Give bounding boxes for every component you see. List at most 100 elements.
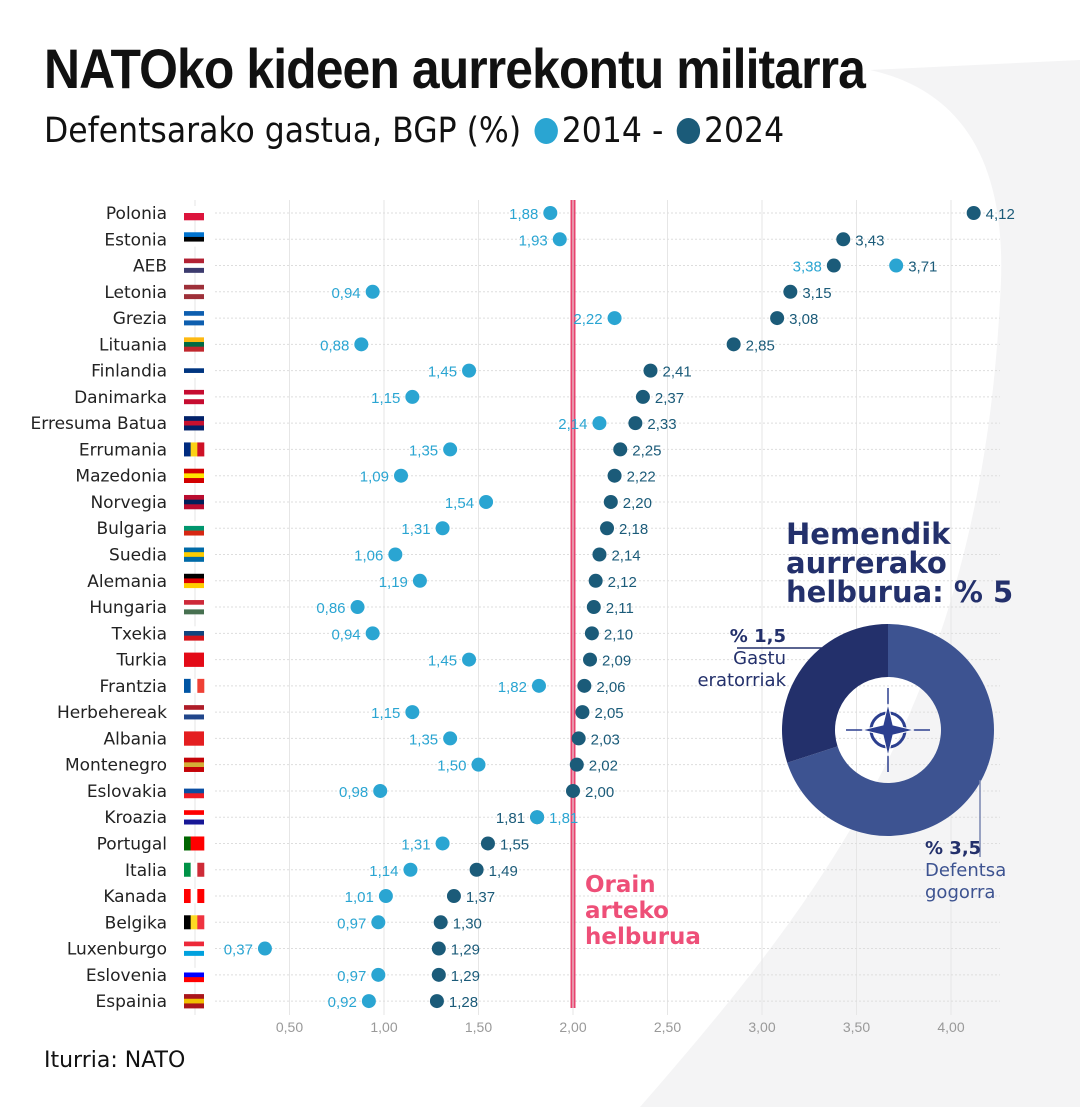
country-label: Finlandia — [91, 362, 167, 382]
flag-icon — [184, 810, 204, 816]
value-label-right: 3,15 — [802, 285, 831, 302]
goal-title-line: Hemendik — [786, 517, 951, 551]
flag-icon — [184, 311, 204, 317]
flag-icon — [184, 394, 204, 400]
dot-2014 — [530, 810, 545, 825]
flag-icon — [184, 521, 204, 527]
dot-2014 — [479, 494, 494, 509]
flag-icon — [197, 836, 205, 851]
nato-icon-star — [861, 703, 915, 757]
country-label: Hungaria — [89, 598, 167, 618]
flag-icon — [184, 714, 204, 720]
dot-2024 — [628, 416, 643, 431]
flag-icon — [184, 783, 204, 789]
value-label-right: 3,08 — [789, 311, 818, 328]
goal-title-line: helburua: % 5 — [786, 575, 1014, 609]
dot-2024 — [826, 258, 841, 273]
flag-icon — [197, 442, 205, 457]
dot-2014 — [354, 337, 369, 352]
country-label: Letonia — [104, 283, 167, 303]
value-label-right: 1,29 — [451, 942, 480, 959]
dot-2024 — [588, 573, 603, 588]
dot-2014 — [531, 678, 546, 693]
value-label-right: 1,37 — [466, 889, 495, 906]
slice-label-line: Gastu — [733, 648, 786, 669]
x-tick-label: 1,50 — [465, 1019, 492, 1035]
dot-2024 — [592, 547, 607, 562]
subtitle: Defentsarako gastua, BGP (%) 2014 - 2024 — [44, 110, 784, 152]
flag-icon — [190, 862, 198, 877]
country-label: Italia — [125, 861, 167, 881]
legend-2014-dot-icon — [534, 118, 559, 144]
flag-icon — [184, 583, 204, 589]
flag-icon — [184, 630, 204, 636]
flag-icon — [184, 972, 204, 978]
flag-icon — [184, 862, 191, 877]
flag-icon — [184, 998, 204, 1004]
dot-2014 — [462, 652, 477, 667]
flag-icon — [184, 504, 204, 510]
flag-icon — [184, 473, 204, 479]
country-label: Suedia — [109, 546, 167, 566]
donut-slice-hard-defense — [787, 624, 994, 836]
flag-icon — [184, 604, 204, 610]
flag-icon — [184, 950, 204, 956]
x-tick-label: 0,50 — [276, 1019, 303, 1035]
value-label-left: 1,09 — [360, 469, 389, 486]
legend-2014: 2014 — [561, 111, 642, 151]
dot-2024 — [433, 915, 448, 930]
flag-icon — [184, 977, 204, 983]
dot-2024 — [571, 731, 586, 746]
value-label-right: 1,30 — [453, 915, 482, 932]
slice-label-line: eratorriak — [697, 670, 786, 691]
dot-2024 — [431, 941, 446, 956]
target-label-line: helburua — [585, 924, 701, 950]
flag-icon — [190, 889, 198, 904]
flag-icon — [184, 967, 204, 973]
subtitle-text: Defentsarako gastua, BGP (%) — [44, 111, 522, 151]
flag-icon — [184, 425, 204, 431]
country-label: Portugal — [97, 834, 167, 854]
country-label: Norvegia — [90, 493, 167, 513]
flag-icon — [184, 757, 204, 763]
value-label-left: 1,54 — [445, 495, 474, 512]
value-label-right: 2,09 — [602, 653, 631, 670]
flag-icon — [184, 289, 204, 295]
goal-title-line: aurrerako — [786, 546, 947, 580]
country-label: Danimarka — [74, 388, 167, 408]
country-label: Grezia — [113, 309, 167, 329]
slice-pct: % 3,5 — [925, 838, 982, 859]
value-label-right: 2,00 — [585, 784, 614, 801]
value-label-left: 1,45 — [428, 653, 457, 670]
value-label-right: 1,28 — [449, 994, 478, 1011]
country-label: Eslovenia — [86, 966, 167, 986]
value-label-right: 2,14 — [611, 548, 640, 565]
flag-icon — [184, 609, 204, 615]
value-label-left: 1,14 — [369, 863, 398, 880]
value-label-left: 0,98 — [339, 784, 368, 801]
value-label-right: 2,20 — [623, 495, 652, 512]
flag-icon — [197, 678, 205, 693]
x-tick-label: 1,00 — [370, 1019, 397, 1035]
dot-2014 — [365, 626, 380, 641]
value-label-left: 0,86 — [316, 600, 345, 617]
slice-label-hard: % 3,5 Defentsa gogorra — [925, 838, 1006, 904]
legend-2024: 2024 — [703, 111, 785, 151]
target-label-line: arteko — [585, 898, 669, 924]
dot-2024 — [643, 363, 658, 378]
dot-2014 — [543, 206, 558, 220]
value-label-left: 1,19 — [379, 574, 408, 591]
country-label: Luxenburgo — [67, 940, 167, 960]
value-label-right: 2,37 — [655, 390, 684, 407]
dot-2014 — [592, 416, 607, 431]
flag-icon — [184, 258, 204, 264]
value-label-right: 3,71 — [908, 259, 937, 276]
slice-label-line: gogorra — [925, 882, 996, 903]
value-label-left: 0,37 — [224, 942, 253, 959]
dot-2024 — [480, 836, 495, 851]
target-label-line: Orain — [585, 872, 656, 898]
dot-2014 — [371, 967, 386, 982]
legend-separator: - — [651, 111, 664, 151]
flag-icon — [184, 206, 204, 214]
flag-icon — [184, 626, 204, 632]
